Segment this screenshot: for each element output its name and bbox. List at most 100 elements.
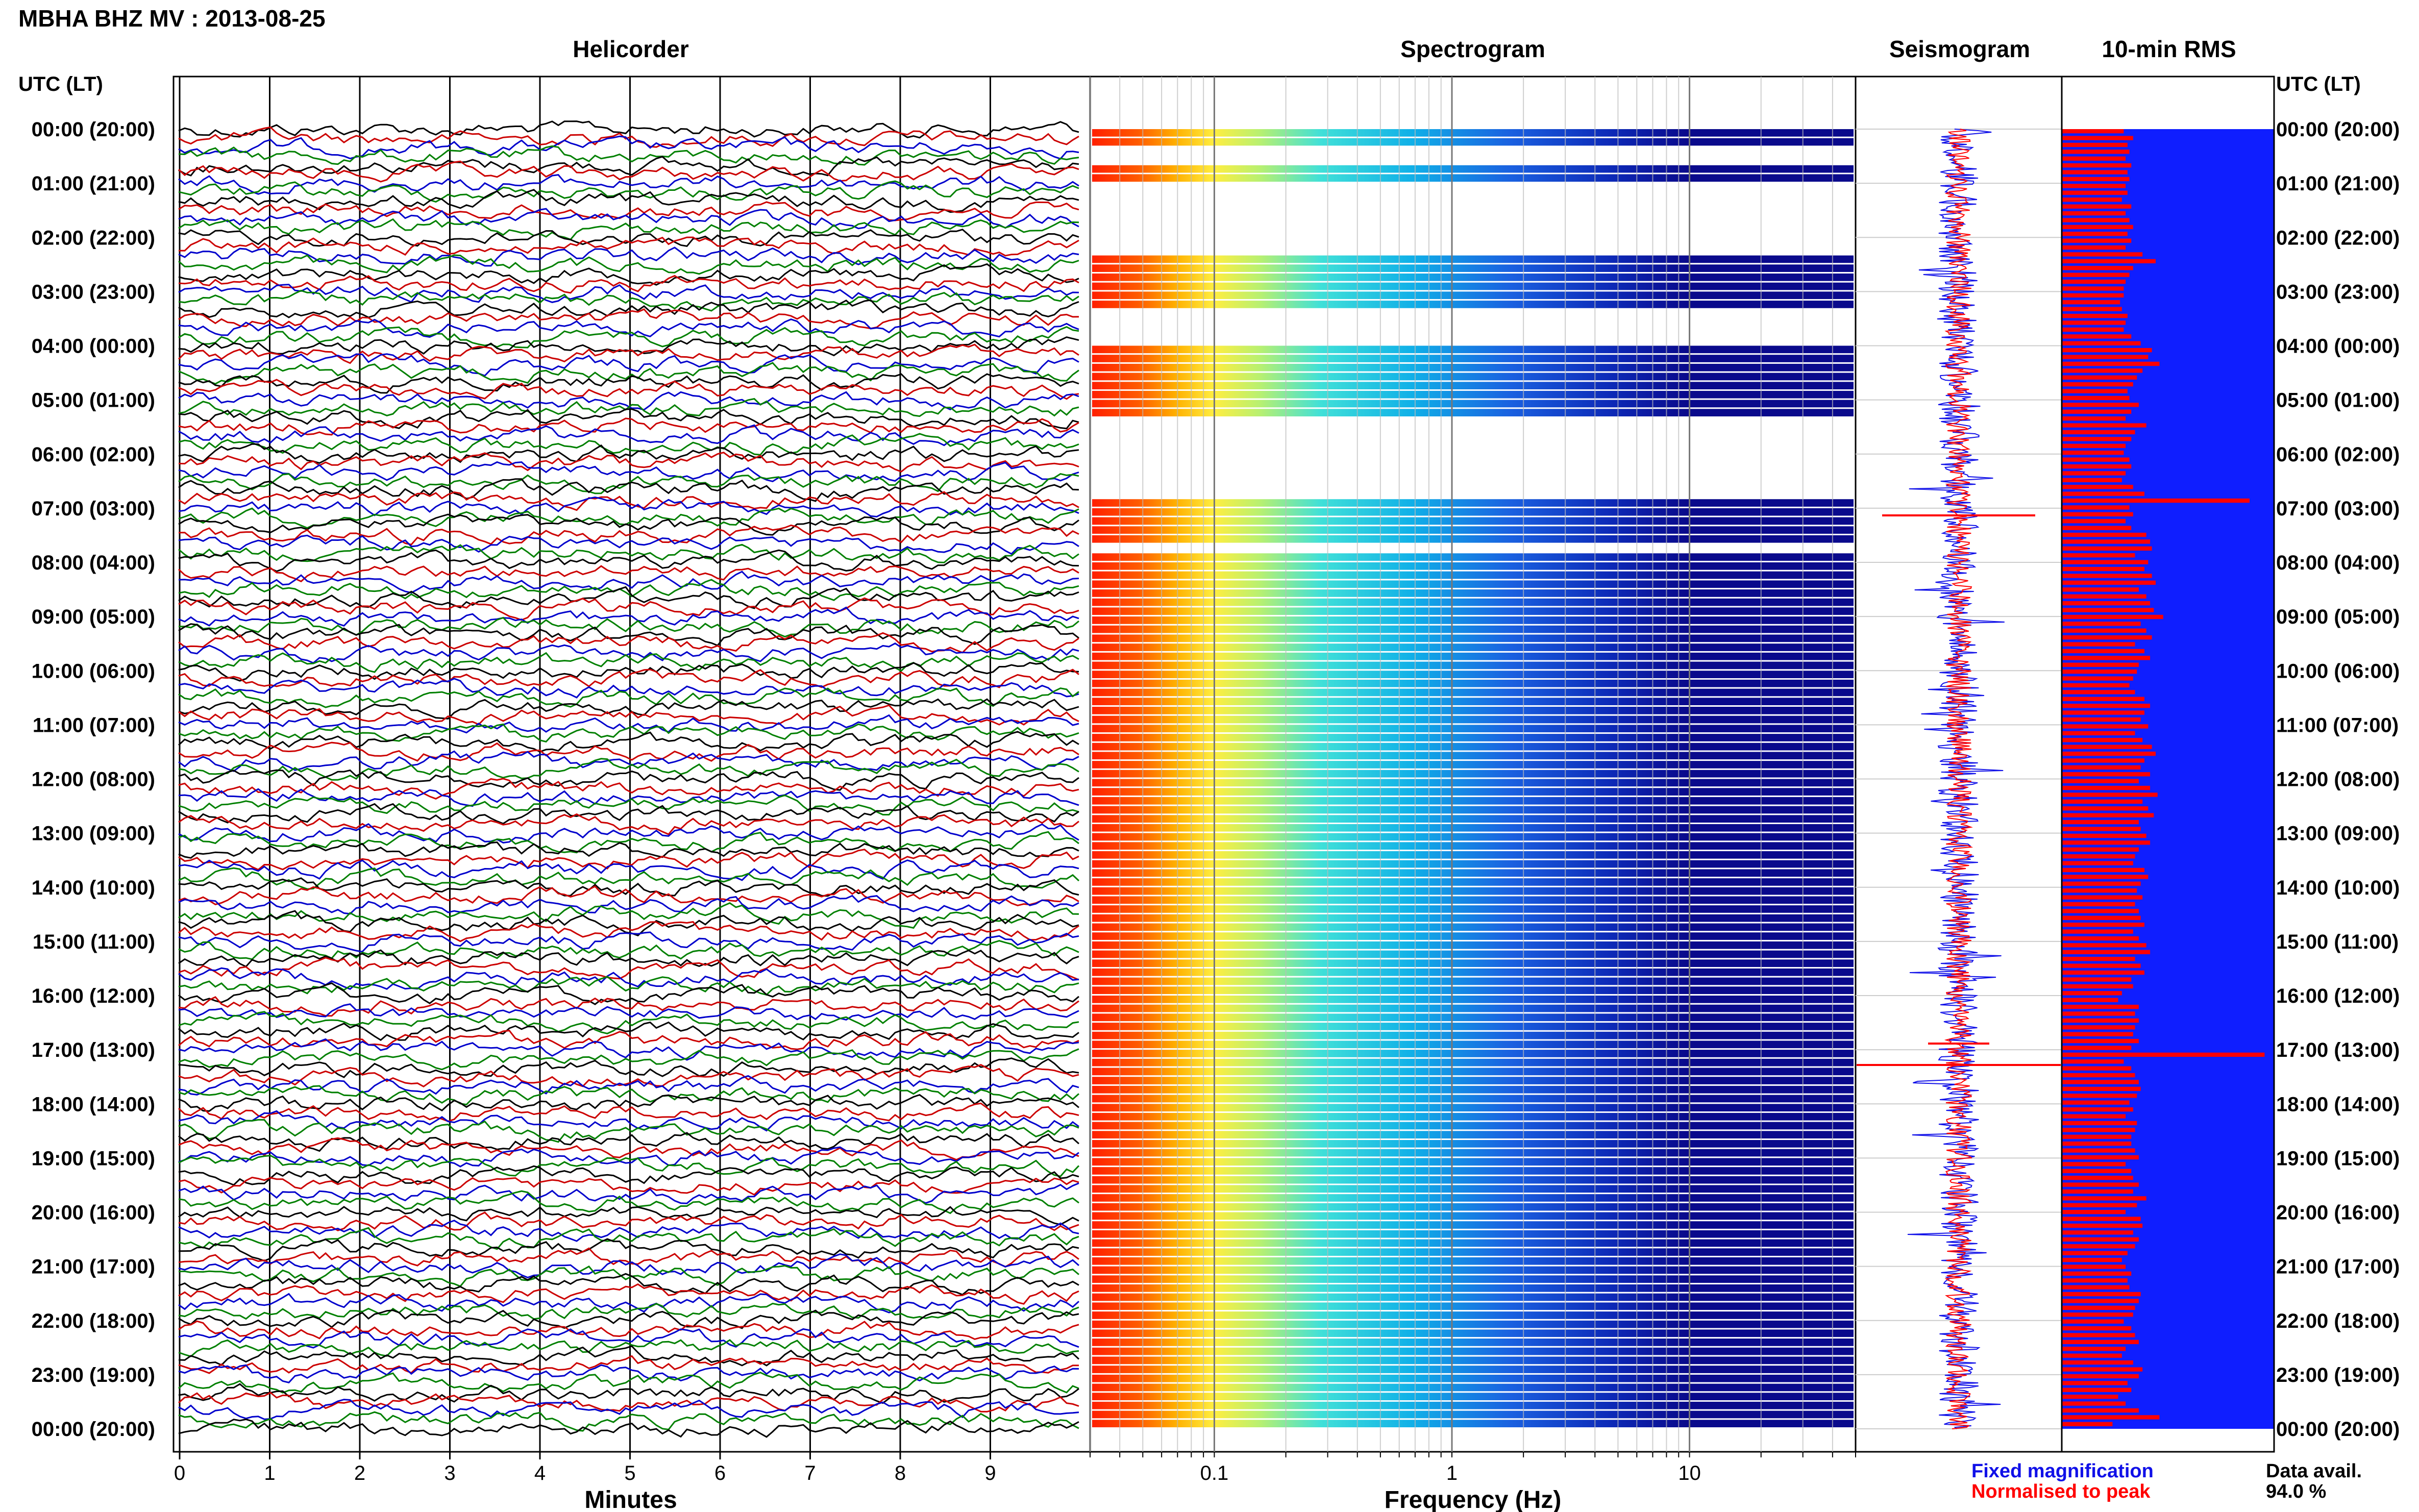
helicorder-trace (178, 189, 1079, 213)
seismogram-traces (1857, 129, 2061, 1429)
minute-tick-label: 9 (984, 1462, 996, 1484)
helicorder-trace (178, 931, 1079, 953)
minute-tick-label: 8 (895, 1462, 906, 1484)
helicorder-trace (178, 126, 1079, 148)
rms-bar (2062, 1038, 2139, 1044)
time-label-right: 04:00 (00:00) (2276, 335, 2400, 358)
helicorder-trace (178, 616, 1079, 638)
rms-bar (2062, 1148, 2135, 1153)
rms-bar (2062, 505, 2130, 510)
rms-bar (2062, 957, 2135, 961)
spectrogram-row (1092, 129, 1854, 137)
spectrogram-row (1092, 1221, 1854, 1229)
helicorder-trace (178, 967, 1079, 990)
spectrogram-row (1092, 580, 1854, 588)
helicorder-trace (178, 921, 1079, 943)
spectrogram-row (1092, 1311, 1854, 1319)
rms-bar (2062, 430, 2135, 435)
time-label-left: 03:00 (23:00) (32, 281, 155, 303)
rms-bar (2062, 512, 2133, 516)
spectrogram-row (1092, 1140, 1854, 1148)
spectrogram-row (1092, 887, 1854, 895)
rms-bar (2062, 286, 2124, 291)
rms-bar (2062, 751, 2156, 756)
rms-bar (2062, 867, 2144, 873)
helicorder-trace (178, 1273, 1079, 1296)
rms-bar (2062, 293, 2124, 298)
helicorder-trace (178, 433, 1079, 456)
rms-bar (2062, 238, 2132, 243)
helicorder-trace (178, 662, 1079, 682)
rms-bar (2062, 1367, 2143, 1372)
spectrogram-row (1092, 941, 1854, 949)
frequency-axis: 0.1 1 10 (1090, 1452, 1856, 1484)
time-label-right: 08:00 (04:00) (2276, 552, 2400, 574)
rms-bar (2062, 854, 2135, 859)
helicorder-title: Helicorder (573, 36, 689, 62)
utc-label-left: UTC (LT) (18, 73, 103, 95)
minutes-axis: 0 1 2 3 4 5 6 7 8 9 (174, 1452, 996, 1484)
spectrogram-row (1092, 1275, 1854, 1283)
spectrogram-row (1092, 165, 1854, 173)
rms-bar (2062, 574, 2152, 578)
helicorder-trace (178, 823, 1079, 844)
rms-bar (2062, 758, 2144, 763)
rms-bar (2062, 1312, 2133, 1317)
rms-bar (2062, 690, 2135, 695)
rms-bar (2062, 970, 2144, 975)
time-label-left: 16:00 (12:00) (32, 985, 155, 1007)
spectrogram-row (1092, 715, 1854, 724)
rms-bar (2062, 1257, 2122, 1262)
helicorder-trace (178, 885, 1079, 906)
helicorder-trace (178, 859, 1079, 881)
rms-bar (2062, 1237, 2139, 1242)
helicorder-trace (178, 326, 1079, 349)
helicorder-trace (178, 1165, 1079, 1186)
spectrogram-row (1092, 1257, 1854, 1265)
helicorder-trace (178, 1137, 1079, 1161)
spectrogram-row (1092, 959, 1854, 967)
rms-bar (2062, 443, 2126, 448)
helicorder-trace (178, 623, 1079, 647)
helicorder-trace (178, 982, 1079, 1005)
rms-bar (2062, 1142, 2132, 1146)
helicorder-trace (178, 1176, 1079, 1196)
rms-bar (2062, 1169, 2132, 1173)
spectrogram-row (1092, 1112, 1854, 1121)
rms-bar (2062, 437, 2132, 441)
spectrogram-row (1092, 589, 1854, 597)
time-label-right: 09:00 (05:00) (2276, 606, 2400, 628)
rms-bar (2062, 642, 2135, 647)
helicorder-trace (178, 218, 1079, 241)
rms-bar (2062, 799, 2143, 804)
rms-bar (2062, 622, 2141, 626)
rms-bar (2062, 211, 2126, 216)
helicorder-trace (178, 1085, 1079, 1106)
helicorder-trace (178, 461, 1079, 483)
helicorder-panel (172, 76, 1091, 1453)
spectrogram-grid (1090, 77, 1856, 1452)
helicorder-trace (178, 741, 1079, 762)
time-label-right: 10:00 (06:00) (2276, 660, 2400, 682)
helicorder-trace (178, 1293, 1080, 1313)
spectrogram-row (1092, 779, 1854, 787)
helicorder-trace (178, 362, 1079, 385)
rms-bar (2062, 1381, 2128, 1385)
time-label-left: 00:00 (20:00) (32, 118, 155, 141)
spectrogram-row (1092, 1004, 1854, 1012)
spectrogram-row (1092, 1185, 1854, 1193)
rms-bar (2062, 1374, 2139, 1379)
rms-bar (2062, 614, 2163, 619)
minute-tick-label: 5 (624, 1462, 635, 1484)
spectrogram-row (1092, 950, 1854, 958)
time-label-right: 15:00 (11:00) (2276, 931, 2399, 953)
time-label-left: 00:00 (20:00) (32, 1418, 155, 1441)
time-label-left: 22:00 (18:00) (32, 1310, 155, 1332)
rms-bar (2062, 731, 2135, 735)
rms-bar (2062, 704, 2150, 708)
time-label-right: 00:00 (20:00) (2276, 118, 2400, 141)
seismogram-title: Seismogram (1889, 36, 2030, 62)
time-label-left: 23:00 (19:00) (32, 1364, 155, 1386)
helicorder-trace (178, 1011, 1079, 1034)
minute-tick-label: 7 (804, 1462, 816, 1484)
